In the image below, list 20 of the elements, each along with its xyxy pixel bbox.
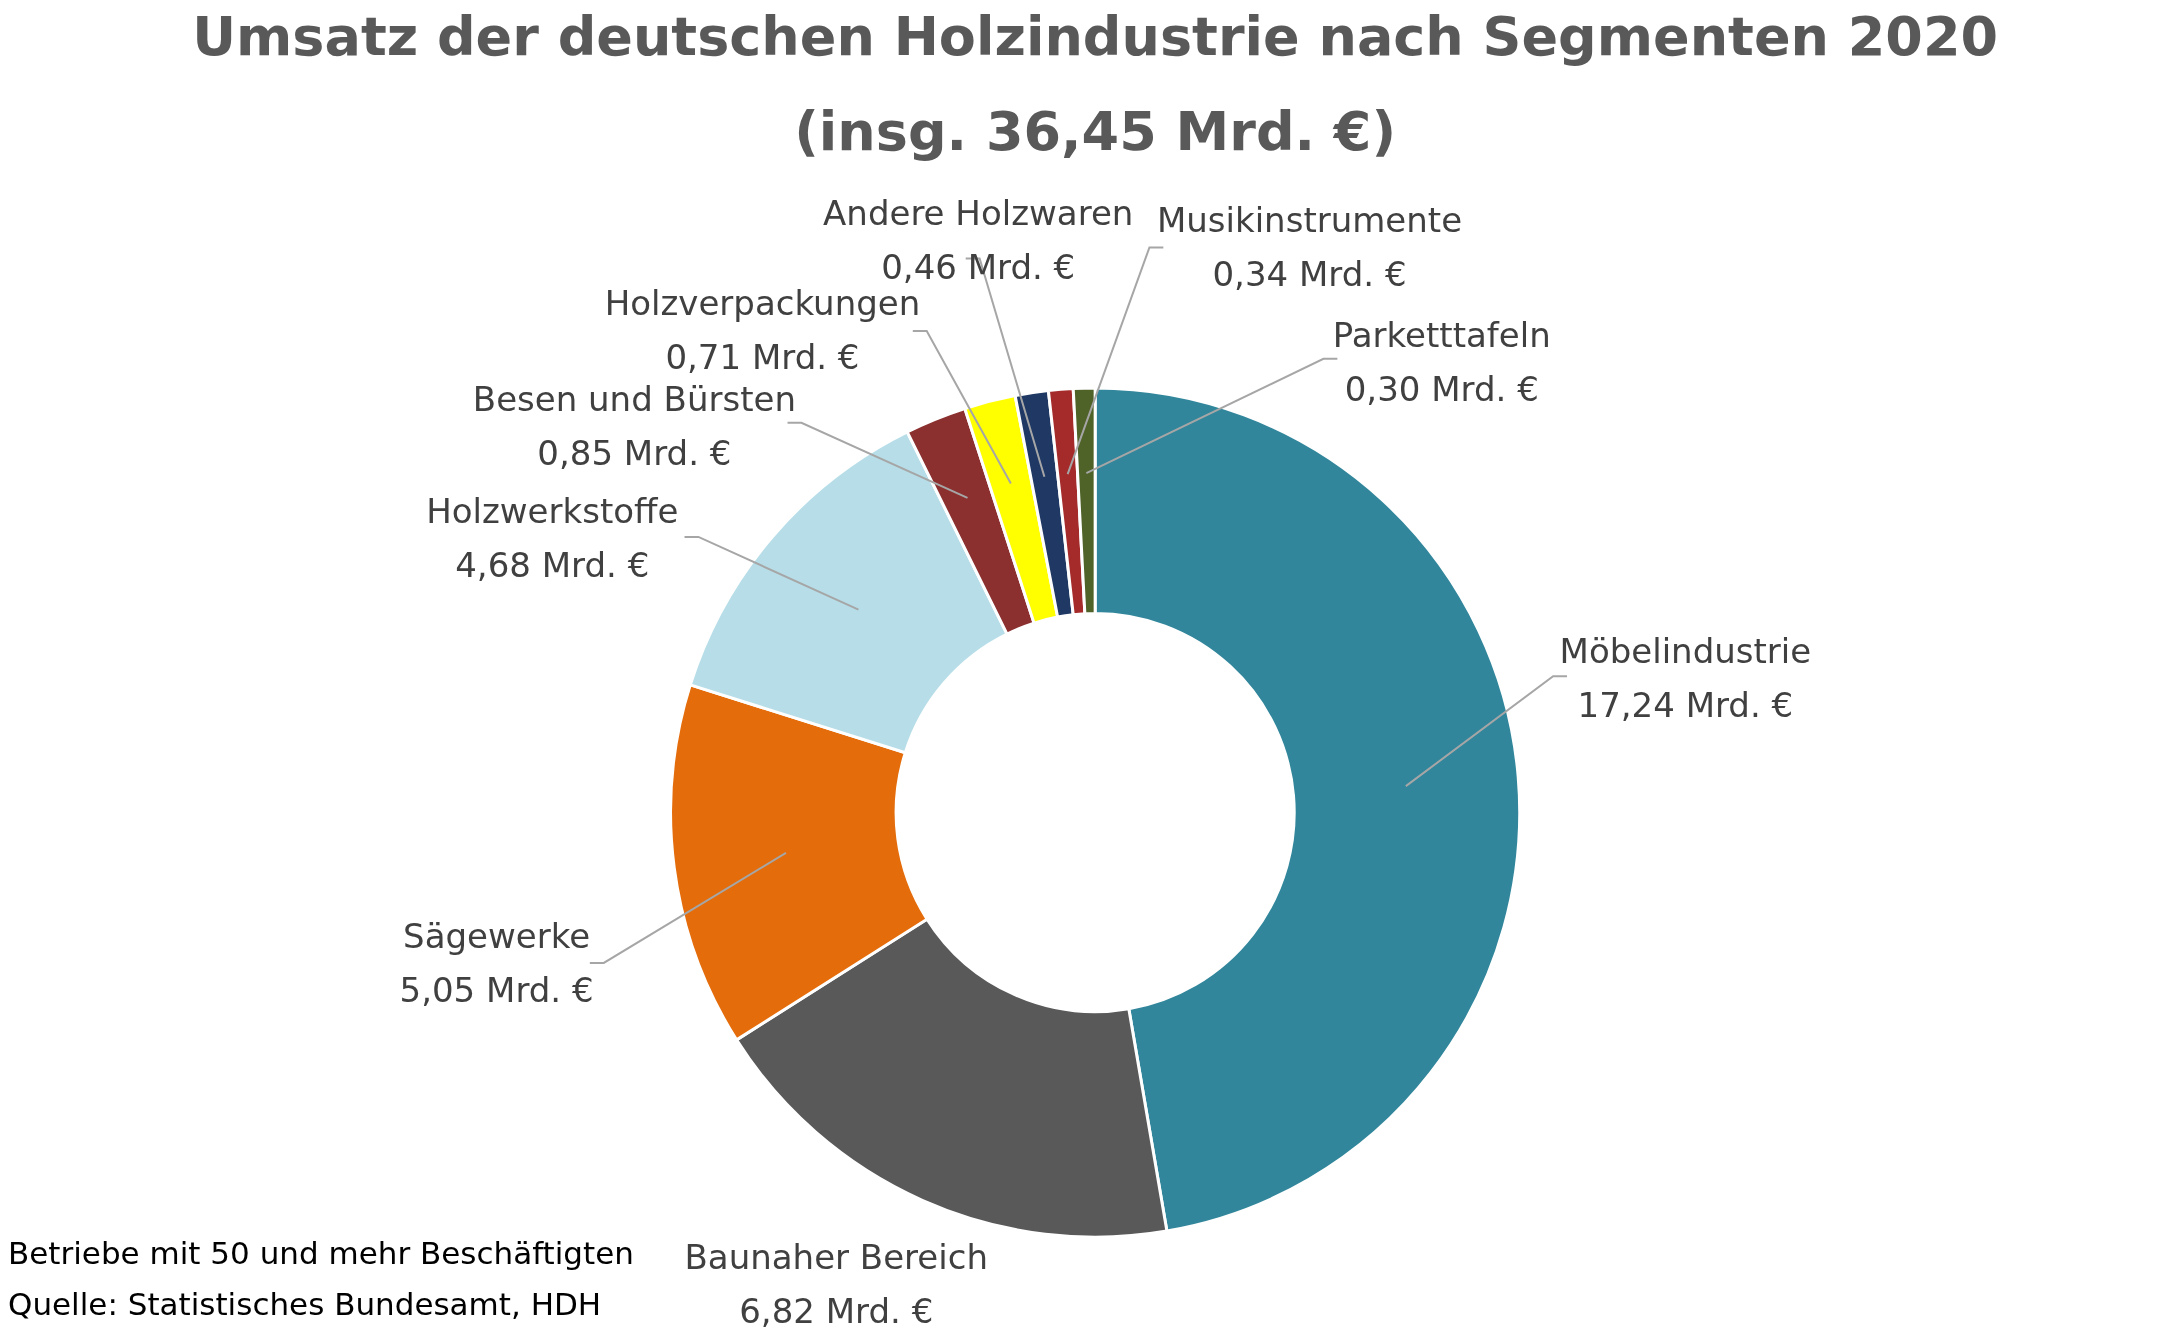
data-label: 0,71 Mrd. € (665, 337, 860, 378)
slice-label: Möbelindustrie (1559, 631, 1812, 672)
slice-label: Parketttafeln (1332, 315, 1551, 356)
slice-label: Besen und Bürsten (472, 379, 796, 420)
data-label: 5,05 Mrd. € (399, 970, 594, 1011)
slice-label: Andere Holzwaren (823, 192, 1134, 233)
slice-label: Sägewerke (403, 916, 591, 957)
slice-label: Baunaher Bereich (684, 1236, 988, 1277)
data-label: 4,68 Mrd. € (455, 544, 650, 585)
data-label: 0,34 Mrd. € (1212, 253, 1407, 294)
data-label: 0,85 Mrd. € (537, 433, 732, 474)
slice-label: Holzwerkstoffe (426, 490, 679, 531)
source-note: Quelle: Statistisches Bundesamt, HDH (8, 1286, 602, 1323)
slice-label: Musikinstrumente (1156, 199, 1463, 240)
data-label: 0,30 Mrd. € (1344, 369, 1539, 410)
data-label: 6,82 Mrd. € (739, 1290, 934, 1331)
text: Betriebe mit 50 und mehr Beschäftigten (8, 1234, 634, 1271)
chart-title: Umsatz der deutschen Holzindustrie nach Segmenten 2020 (192, 5, 1999, 69)
chart-subtitle: (insg. 36,45 Mrd. €) (794, 99, 1397, 163)
data-label: 17,24 Mrd. € (1577, 685, 1794, 726)
